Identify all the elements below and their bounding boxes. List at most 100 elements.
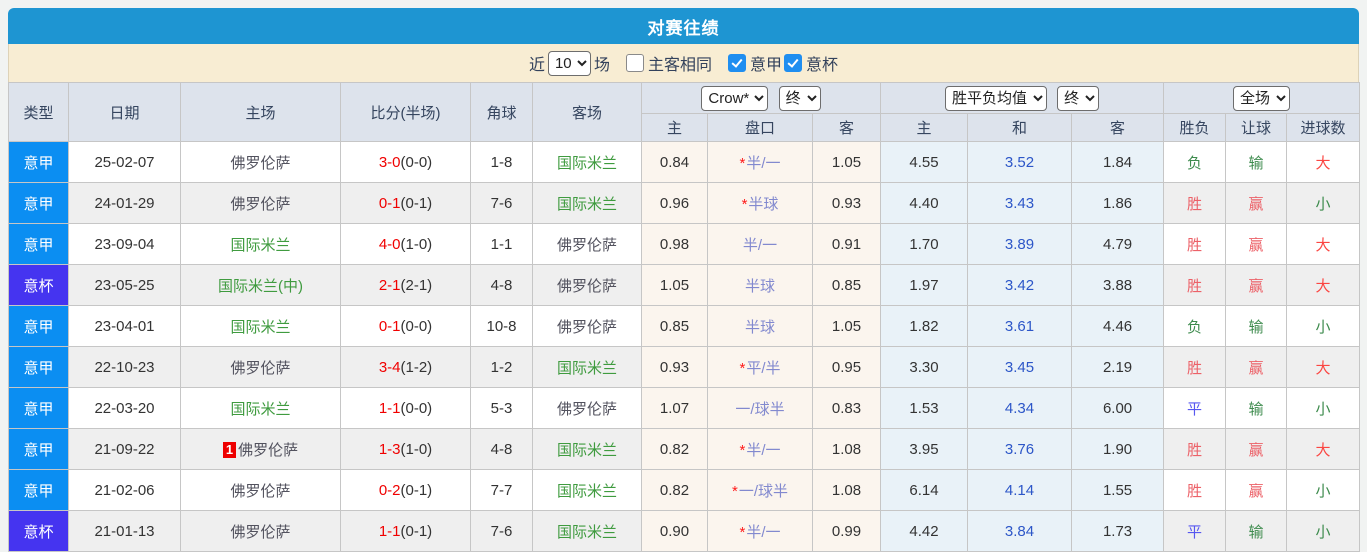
cell-avg-home: 6.14 [880,469,969,511]
cell-odds-away: 1.08 [811,469,882,511]
cell-avg-draw: 3.61 [967,305,1073,347]
cell-avg-away: 1.90 [1071,428,1165,470]
cell-goals: 小 [1286,305,1361,347]
cell-result: 负 [1163,305,1227,347]
cell-handicap: 半球 [707,264,813,306]
halftime-score: (1-0) [400,440,433,458]
result-value: 胜 [1187,236,1203,254]
handicap-star: * [739,441,746,459]
cell-odds-away: 0.95 [811,346,882,388]
cell-odds-home: 0.93 [641,346,708,388]
col-date: 日期 [68,82,181,142]
fulltime-score: 3-0 [378,153,401,171]
away-team-name: 佛罗伦萨 [556,318,617,336]
games-count-select[interactable]: 10 [547,50,591,76]
cell-odds-home: 0.90 [641,510,708,552]
cell-odds-away: 0.83 [811,387,882,429]
cell-score: 2-1(2-1) [340,264,471,306]
cell-corners: 7-7 [470,469,533,511]
cell-avg-away: 1.73 [1071,510,1165,552]
col-away: 客场 [532,82,642,142]
cell-away-team: 国际米兰 [532,141,642,183]
cell-home-team: 国际米兰 [180,305,341,347]
handicap-star: * [739,154,746,172]
table-row: 意甲 22-03-20 国际米兰 1-1(0-0) 5-3 佛罗伦萨 1.07 一/球半 0.8… [8,387,1361,429]
seriea-checkbox[interactable] [728,54,746,72]
cell-corners: 7-6 [470,182,533,224]
cell-avg-home: 1.53 [880,387,969,429]
head-to-head-table: 类型 日期 主场 比分(半场) 角球 客场 Crow* 终 胜平负均值 [8,82,1361,552]
cell-result: 胜 [1163,346,1227,388]
avg-draw-value: 3.84 [1004,522,1035,540]
avg-type-select[interactable]: 胜平负均值 [944,85,1047,111]
cell-score: 4-0(1-0) [340,223,471,265]
odds-source-select[interactable]: Crow* [701,85,769,111]
fulltime-score: 1-3 [378,440,401,458]
avg-draw-value: 3.52 [1004,153,1035,171]
cell-corners: 1-8 [470,141,533,183]
cell-league-type: 意甲 [8,305,69,347]
fulltime-score: 0-2 [378,481,401,499]
cell-avg-away: 1.84 [1071,141,1165,183]
handicap-star: * [731,482,738,500]
avg-period-select[interactable]: 终 [1057,85,1100,111]
away-team-name: 国际米兰 [556,154,617,172]
cell-handicap: 半/一 [707,223,813,265]
halftime-score: (0-1) [400,522,433,540]
avg-draw-value: 3.61 [1004,317,1035,335]
cell-handicap: *半/一 [707,510,813,552]
cell-score: 0-1(0-1) [340,182,471,224]
cell-score: 1-3(1-0) [340,428,471,470]
goals-value: 大 [1315,277,1331,295]
away-team-name: 佛罗伦萨 [556,400,617,418]
handicap-star: * [739,523,746,541]
cell-date: 23-09-04 [68,223,181,265]
halftime-score: (0-0) [400,153,433,171]
cell-league-type: 意甲 [8,387,69,429]
table-row: 意杯 21-01-13 佛罗伦萨 1-1(0-1) 7-6 国际米兰 0.90 *半/一 0.9… [8,510,1361,552]
handicap-result-value: 赢 [1248,441,1264,459]
table-row: 意甲 22-10-23 佛罗伦萨 3-4(1-2) 1-2 国际米兰 0.93 *平/半 0.9… [8,346,1361,388]
cell-avg-draw: 3.43 [967,182,1073,224]
same-venue-checkbox[interactable] [625,54,644,72]
cell-avg-draw: 3.45 [967,346,1073,388]
handicap-line: 半/一 [746,523,781,541]
cell-goals: 小 [1286,469,1361,511]
seriea-label: 意甲 [750,57,783,74]
cell-corners: 4-8 [470,428,533,470]
goals-value: 大 [1315,154,1331,172]
handicap-star: * [741,195,748,213]
scope-select[interactable]: 全场 [1233,85,1291,111]
col-type: 类型 [8,82,69,142]
col-odds-away: 客 [811,113,882,142]
cell-odds-away: 0.85 [811,264,882,306]
cell-goals: 小 [1286,182,1361,224]
result-value: 胜 [1187,277,1203,295]
cell-avg-draw: 3.52 [967,141,1073,183]
cell-result: 平 [1163,510,1227,552]
coppa-label: 意杯 [806,57,839,74]
goals-value: 小 [1315,400,1331,418]
cell-handicap-result: 赢 [1225,182,1288,224]
cell-result: 胜 [1163,223,1227,265]
result-value: 胜 [1187,195,1203,213]
cell-goals: 大 [1286,141,1361,183]
cell-corners: 5-3 [470,387,533,429]
odds-period-select[interactable]: 终 [778,85,821,111]
handicap-result-value: 赢 [1248,277,1264,295]
coppa-checkbox[interactable] [784,54,803,72]
away-team-name: 国际米兰 [556,359,617,377]
cell-avg-home: 1.70 [880,223,969,265]
cell-home-team: 佛罗伦萨 [180,346,341,388]
home-team-name: 佛罗伦萨 [230,523,291,541]
history-table-body: 意甲 25-02-07 佛罗伦萨 3-0(0-0) 1-8 国际米兰 0.84 *半/一 1.0… [8,141,1361,552]
cell-avg-away: 4.46 [1071,305,1165,347]
goals-value: 大 [1315,359,1331,377]
cell-corners: 10-8 [470,305,533,347]
handicap-result-value: 输 [1248,400,1264,418]
col-result: 胜负 [1163,113,1227,142]
fulltime-score: 0-1 [378,317,401,335]
handicap-result-value: 赢 [1248,359,1264,377]
same-venue-label: 主客相同 [647,57,712,74]
cell-league-type: 意杯 [8,510,69,552]
